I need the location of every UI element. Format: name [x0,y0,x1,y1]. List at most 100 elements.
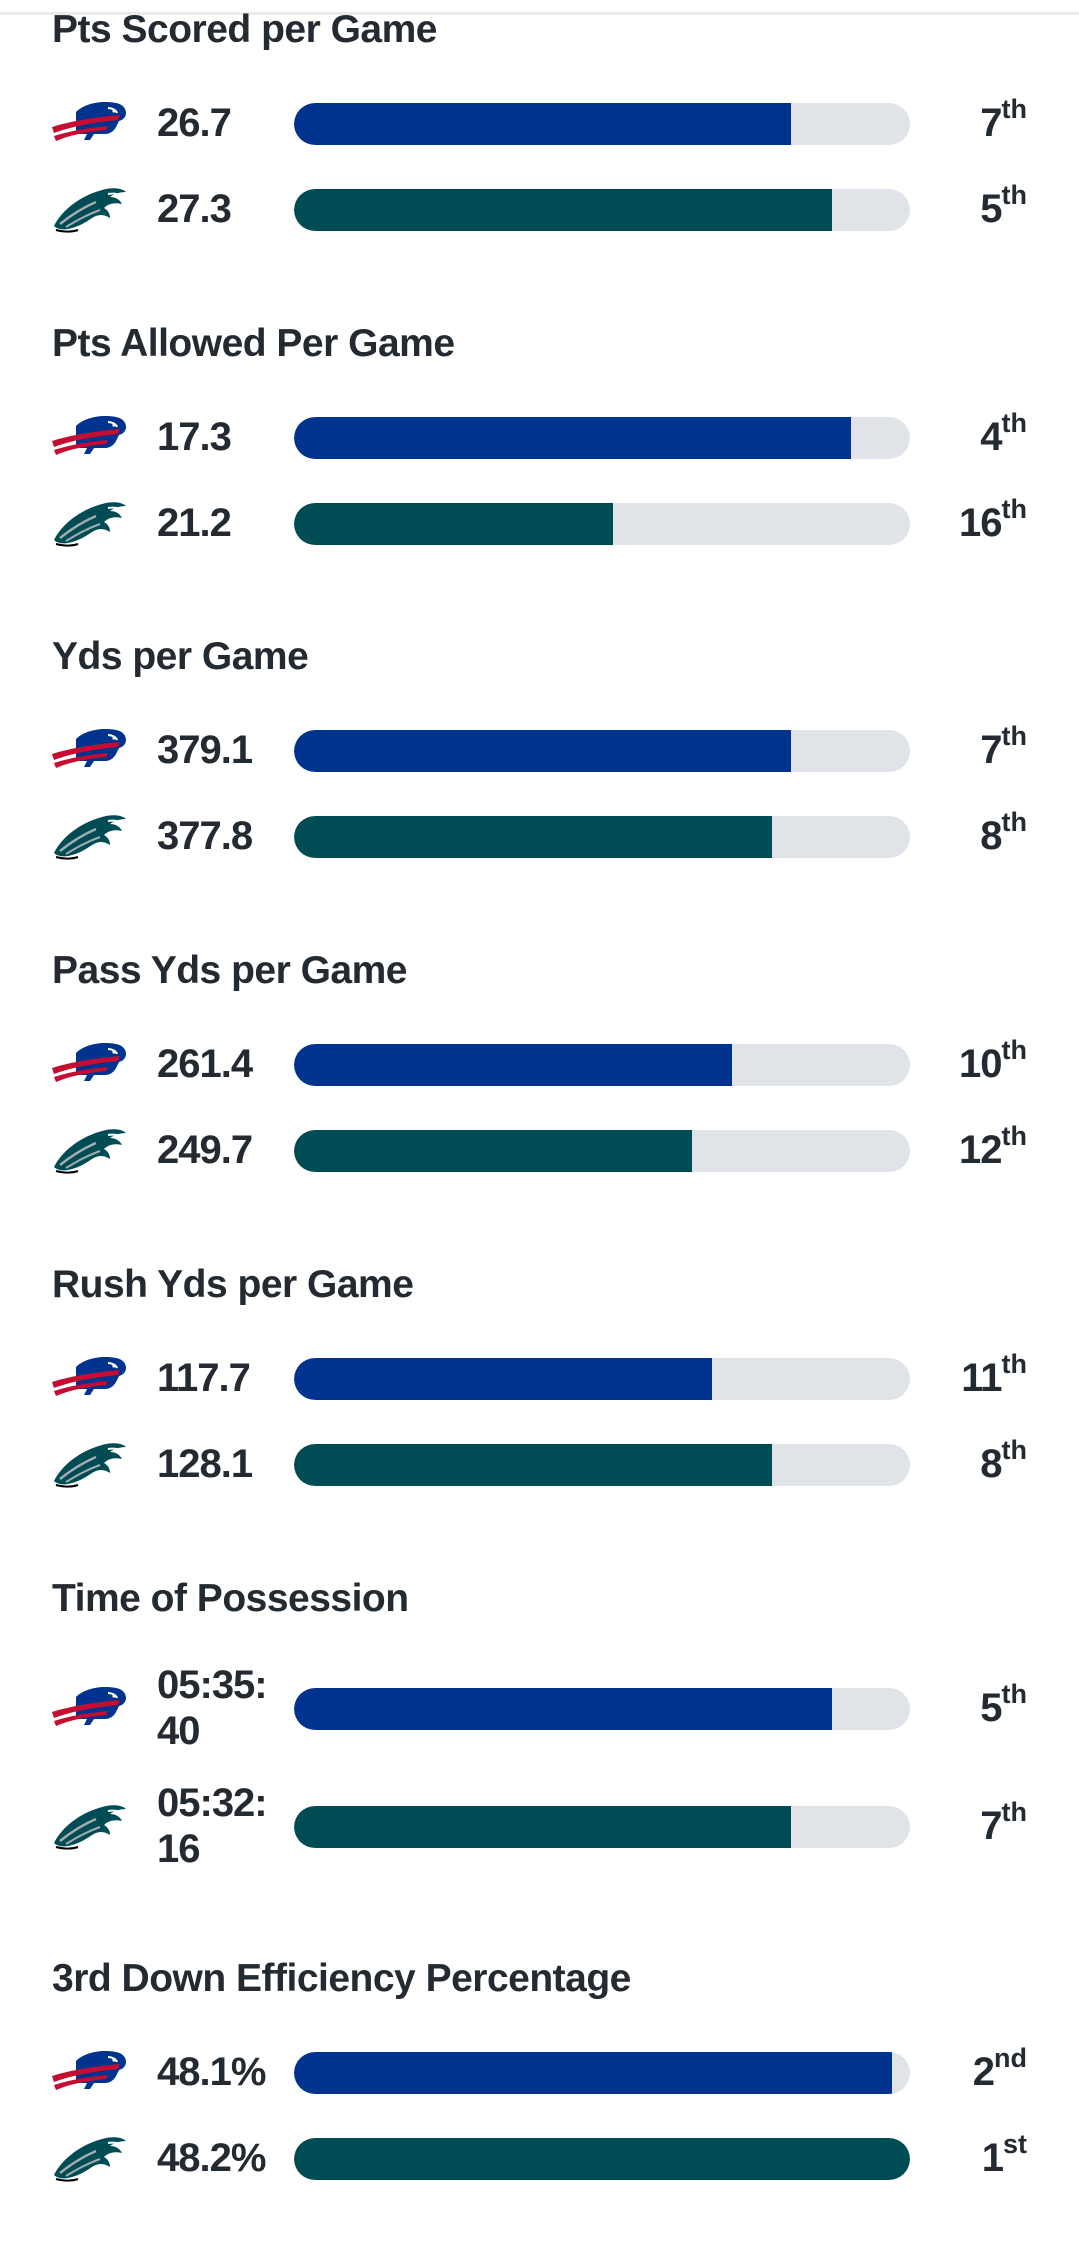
stat-value: 379.1 [157,728,253,772]
eagles-logo-icon [50,1435,128,1493]
stat-bar-track [294,1444,910,1486]
eagles-logo-icon [50,180,128,238]
rank-number: 5 [980,1685,1002,1730]
rank-number: 12 [959,1127,1002,1172]
rank-number: 11 [961,1355,1002,1400]
stat-bar-track [294,503,910,545]
stat-bar-fill [294,1444,773,1486]
stat-bar-track [294,1358,910,1400]
rank-suffix: th [1001,407,1027,438]
bills-logo-icon [50,1035,128,1093]
rank-number: 4 [980,414,1002,459]
rank-suffix: th [1001,1034,1027,1065]
rank-number: 8 [980,813,1002,858]
bills-logo-icon [50,721,128,779]
stat-bar-fill [294,2138,910,2180]
rank-suffix: st [1002,2128,1027,2159]
stat-bar-track [294,1688,910,1730]
stat-bar-fill [294,1806,792,1848]
stat-section-title: Pts Scored per Game [52,8,438,51]
rank-suffix: th [1001,1678,1027,1709]
top-divider [0,12,1079,15]
rank-suffix: nd [994,2042,1027,2073]
bills-logo-icon [50,2043,128,2101]
stat-bar-fill [294,1688,832,1730]
stat-value: 05:35:40 [157,1663,268,1753]
stat-section-title: 3rd Down Efficiency Percentage [52,1957,631,2000]
bills-logo-icon [50,1349,128,1407]
stat-bar-fill [294,103,792,145]
stat-value: 48.2% [157,2136,266,2180]
stat-section-title: Rush Yds per Game [52,1263,414,1306]
rank-number: 2 [972,2049,995,2094]
rank-number: 5 [980,186,1002,231]
bills-logo-icon [50,408,128,466]
rank-suffix: th [1001,1348,1027,1379]
stat-bar-track [294,417,910,459]
stat-bar-track [294,2138,910,2180]
stat-bar-track [294,189,910,231]
stat-bar-track [294,2052,910,2094]
stat-value: 377.8 [157,814,253,858]
stat-value: 26.7 [157,101,232,145]
rank-suffix: th [1001,1120,1027,1151]
stat-bar-track [294,730,910,772]
stat-value: 05:32:16 [157,1781,268,1871]
rank-suffix: th [1001,720,1027,751]
rank-number: 1 [981,2135,1004,2180]
rank-suffix: th [1001,806,1027,837]
stat-section-title: Yds per Game [52,635,309,678]
rank-number: 16 [959,500,1002,545]
stat-section-title: Time of Possession [52,1577,409,1620]
stat-section-title: Pass Yds per Game [52,949,408,992]
rank-number: 7 [980,1803,1002,1848]
stat-bar-track [294,103,910,145]
rank-number: 8 [980,1441,1002,1486]
stat-value: 117.7 [157,1356,251,1400]
stat-bar-fill [294,816,773,858]
stat-value: 249.7 [157,1128,253,1172]
stat-bar-fill [294,189,832,231]
rank-number: 10 [959,1041,1002,1086]
bills-logo-icon [50,1679,128,1737]
stat-bar-fill [294,730,792,772]
eagles-logo-icon [50,1121,128,1179]
rank-number: 7 [980,100,1002,145]
rank-suffix: th [1001,1434,1027,1465]
stat-bar-fill [294,1358,713,1400]
rank-suffix: th [1001,179,1027,210]
rank-number: 7 [980,727,1002,772]
eagles-logo-icon [50,1797,128,1855]
stat-bar-fill [294,1044,732,1086]
stat-bar-track [294,816,910,858]
stat-section-title: Pts Allowed Per Game [52,322,455,365]
stat-bar-fill [294,503,614,545]
stat-bar-fill [294,1130,692,1172]
